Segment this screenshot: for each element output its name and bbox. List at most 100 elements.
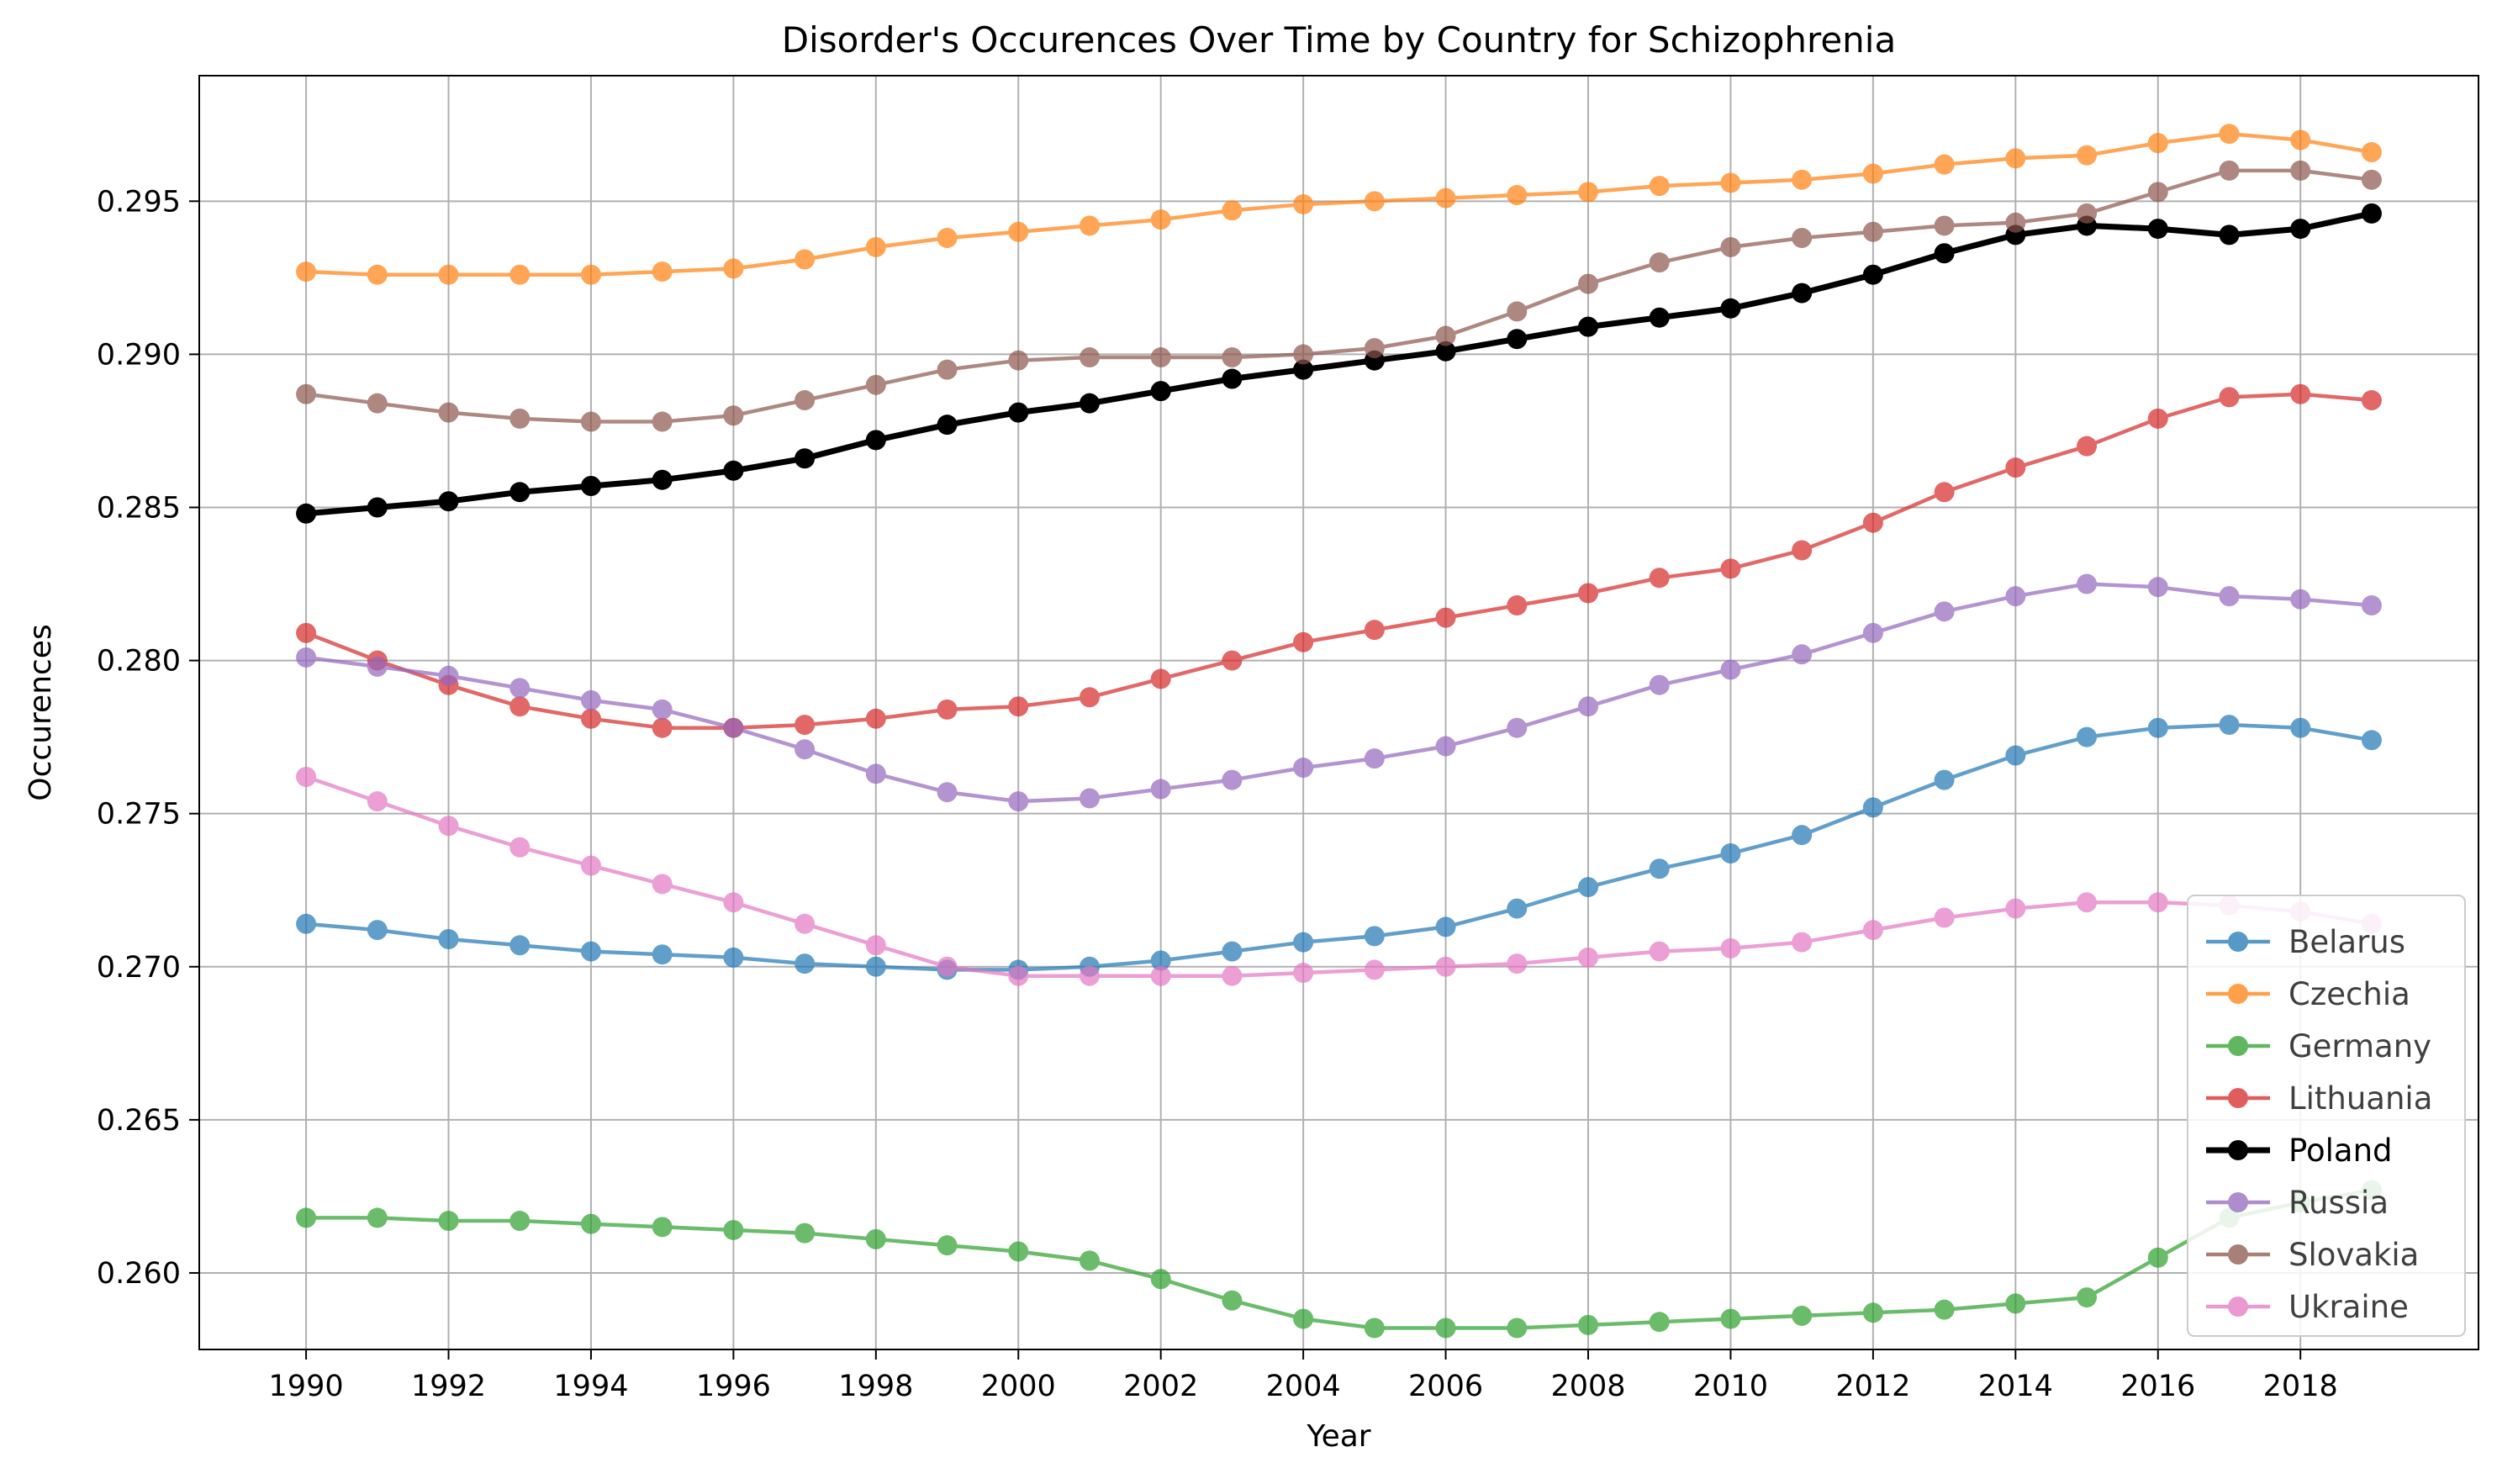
legend-item: Ukraine	[2206, 1289, 2409, 1325]
data-point	[1008, 402, 1029, 423]
data-point	[1364, 1318, 1385, 1339]
data-point	[2077, 203, 2098, 224]
data-point	[937, 415, 958, 436]
data-point	[438, 928, 459, 949]
x-tick-label: 2004	[1266, 1370, 1341, 1403]
data-point	[937, 956, 958, 977]
series-group	[296, 124, 2382, 1339]
data-point	[1008, 221, 1029, 242]
data-point	[1222, 200, 1243, 221]
data-point	[438, 491, 459, 512]
axis-ticks: 1990 1992 1994 1996 1998 2000 2002 2004 2006 2008…	[97, 185, 2338, 1403]
legend-label: Germany	[2288, 1028, 2431, 1064]
y-tick-label: 0.295	[97, 185, 181, 219]
data-point	[1862, 920, 1883, 941]
data-point	[1934, 482, 1955, 503]
data-point	[509, 837, 531, 858]
data-point	[2219, 124, 2240, 145]
data-point	[1435, 956, 1456, 977]
data-point	[1079, 788, 1100, 809]
data-point	[2005, 586, 2026, 607]
data-point	[652, 874, 673, 895]
data-point	[1934, 154, 1955, 175]
data-point	[1293, 359, 1314, 380]
data-point	[865, 430, 886, 451]
data-point	[580, 689, 601, 710]
data-point	[2361, 390, 2382, 411]
legend-box	[2187, 895, 2466, 1337]
data-point	[723, 258, 744, 279]
data-point	[865, 935, 886, 956]
data-point	[580, 476, 601, 497]
legend-item: Belarus	[2206, 924, 2405, 960]
data-point	[937, 228, 958, 249]
data-point	[367, 264, 388, 285]
data-point	[1222, 650, 1243, 671]
data-point	[1862, 622, 1883, 643]
x-tick-label: 2000	[981, 1370, 1056, 1403]
data-point	[367, 393, 388, 414]
data-point	[2219, 715, 2240, 736]
x-tick-label: 2006	[1408, 1370, 1483, 1403]
chart-title: Disorder's Occurences Over Time by Count…	[782, 19, 1896, 61]
legend-marker	[2228, 1036, 2248, 1056]
data-point	[509, 482, 531, 503]
y-tick-label: 0.285	[97, 491, 181, 525]
series-germany	[296, 1180, 2382, 1339]
data-point	[580, 264, 601, 285]
data-point	[2361, 203, 2382, 224]
data-point	[296, 261, 317, 283]
data-point	[1293, 963, 1314, 984]
data-point	[1008, 791, 1029, 812]
legend-item: Slovakia	[2206, 1237, 2419, 1273]
data-point	[438, 264, 459, 285]
data-point	[296, 383, 317, 404]
series-russia	[296, 573, 2382, 812]
data-point	[1720, 1308, 1741, 1329]
data-point	[1720, 659, 1741, 680]
data-point	[296, 913, 317, 934]
data-point	[723, 717, 744, 738]
data-point	[1649, 858, 1670, 879]
data-point	[367, 791, 388, 812]
data-point	[509, 264, 531, 285]
data-point	[937, 1235, 958, 1256]
data-point	[723, 460, 744, 481]
series-line-lithuania	[305, 392, 2373, 730]
data-point	[1435, 607, 1456, 628]
data-point	[1293, 631, 1314, 652]
data-point	[652, 717, 673, 738]
data-point	[937, 359, 958, 380]
data-point	[1150, 347, 1171, 368]
x-tick-label: 2008	[1550, 1370, 1625, 1403]
series-line-czechia	[306, 131, 2373, 277]
data-point	[2290, 589, 2311, 610]
data-point	[1649, 307, 1670, 328]
data-point	[1649, 568, 1670, 589]
data-point	[367, 656, 388, 677]
data-point	[794, 739, 816, 760]
data-point	[296, 622, 317, 643]
x-tick-label: 1990	[269, 1370, 344, 1403]
data-point	[1578, 1314, 1599, 1335]
y-tick-label: 0.260	[97, 1257, 181, 1291]
data-point	[438, 1211, 459, 1232]
data-point	[1435, 325, 1456, 346]
data-point	[1435, 916, 1456, 937]
data-point	[1862, 221, 1883, 242]
data-point	[1435, 341, 1456, 362]
series-line-poland	[305, 210, 2373, 517]
data-point	[367, 1207, 388, 1228]
data-point	[1364, 959, 1385, 980]
data-point	[1934, 1299, 1955, 1320]
data-point	[2077, 573, 2098, 594]
x-tick-label: 2012	[1835, 1370, 1910, 1403]
data-point	[1934, 907, 1955, 928]
data-point	[723, 892, 744, 913]
data-point	[2147, 1247, 2168, 1268]
data-point	[509, 408, 531, 429]
legend-marker	[2228, 932, 2248, 952]
series-slovakia	[296, 160, 2382, 432]
